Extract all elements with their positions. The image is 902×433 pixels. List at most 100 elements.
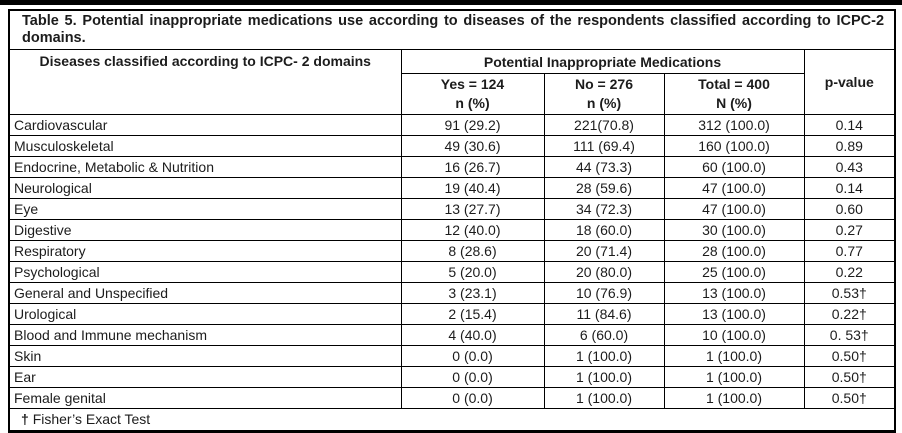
disease-cell: Psychological [8, 261, 402, 283]
table-row: Eye 13 (27.7) 34 (72.3) 47 (100.0) 0.60 [8, 198, 896, 220]
pvalue-cell: 0.50† [803, 387, 896, 409]
column-header-total: Total = 400 N (%) [663, 73, 805, 115]
yes-cell: 5 (20.0) [400, 261, 545, 283]
no-cell: 221(70.8) [543, 114, 665, 136]
table-body: Table 5. Potential inappropriate medicat… [8, 9, 896, 409]
top-divider-bar [0, 0, 902, 5]
no-cell: 1 (100.0) [543, 345, 665, 367]
table-row: Endocrine, Metabolic & Nutrition 16 (26.… [8, 156, 896, 178]
table-row: Skin 0 (0.0) 1 (100.0) 1 (100.0) 0.50† [8, 345, 896, 367]
yes-cell: 16 (26.7) [400, 156, 545, 178]
column-header-diseases: Diseases classified according to ICPC- 2… [8, 49, 402, 115]
disease-cell: Cardiovascular [8, 114, 402, 136]
table-row: Ear 0 (0.0) 1 (100.0) 1 (100.0) 0.50† [8, 366, 896, 388]
disease-cell: Female genital [8, 387, 402, 409]
header-row-group: Diseases classified according to ICPC- 2… [8, 49, 896, 115]
total-cell: 10 (100.0) [663, 324, 805, 346]
column-header-no-count: No = 276 [575, 76, 633, 92]
no-cell: 111 (69.4) [543, 135, 665, 157]
table-row: Psychological 5 (20.0) 20 (80.0) 25 (100… [8, 261, 896, 283]
total-cell: 312 (100.0) [663, 114, 805, 136]
pvalue-cell: 0.14 [803, 177, 896, 199]
total-cell: 30 (100.0) [663, 219, 805, 241]
pvalue-cell: 0.22† [803, 303, 896, 325]
total-cell: 1 (100.0) [663, 366, 805, 388]
total-cell: 13 (100.0) [663, 303, 805, 325]
pvalue-cell: 0.50† [803, 366, 896, 388]
table-row: Female genital 0 (0.0) 1 (100.0) 1 (100.… [8, 387, 896, 409]
table-row: Urological 2 (15.4) 11 (84.6) 13 (100.0)… [8, 303, 896, 325]
no-cell: 1 (100.0) [543, 387, 665, 409]
disease-cell: Skin [8, 345, 402, 367]
footnote-text: Fisher’s Exact Test [32, 411, 151, 427]
table-row: Neurological 19 (40.4) 28 (59.6) 47 (100… [8, 177, 896, 199]
total-cell: 160 (100.0) [663, 135, 805, 157]
table-title-row: Table 5. Potential inappropriate medicat… [8, 9, 896, 50]
no-cell: 20 (80.0) [543, 261, 665, 283]
column-group-header-pim: Potential Inappropriate Medications [400, 49, 805, 74]
total-cell: 13 (100.0) [663, 282, 805, 304]
table-row: Digestive 12 (40.0) 18 (60.0) 30 (100.0)… [8, 219, 896, 241]
yes-cell: 4 (40.0) [400, 324, 545, 346]
column-header-no: No = 276 n (%) [543, 73, 665, 115]
table-row: General and Unspecified 3 (23.1) 10 (76.… [8, 282, 896, 304]
column-header-yes-count: Yes = 124 [440, 76, 505, 92]
total-cell: 1 (100.0) [663, 345, 805, 367]
no-cell: 20 (71.4) [543, 240, 665, 262]
table-row: Blood and Immune mechanism 4 (40.0) 6 (6… [8, 324, 896, 346]
pvalue-cell: 0. 53† [803, 324, 896, 346]
footnote-cell: † Fisher’s Exact Test [8, 408, 896, 432]
no-cell: 18 (60.0) [543, 219, 665, 241]
column-header-yes-unit: n (%) [455, 95, 490, 111]
yes-cell: 8 (28.6) [400, 240, 545, 262]
no-cell: 1 (100.0) [543, 366, 665, 388]
table-row: Musculoskeletal 49 (30.6) 111 (69.4) 160… [8, 135, 896, 157]
disease-cell: Urological [8, 303, 402, 325]
total-cell: 28 (100.0) [663, 240, 805, 262]
disease-cell: Digestive [8, 219, 402, 241]
yes-cell: 0 (0.0) [400, 345, 545, 367]
total-cell: 47 (100.0) [663, 198, 805, 220]
disease-cell: Eye [8, 198, 402, 220]
no-cell: 11 (84.6) [543, 303, 665, 325]
header-row-subcolumns: Yes = 124 n (%) No = 276 n (%) Total = 4… [9, 73, 895, 115]
pvalue-cell: 0.43 [803, 156, 896, 178]
yes-cell: 19 (40.4) [400, 177, 545, 199]
pvalue-cell: 0.60 [803, 198, 896, 220]
pvalue-cell: 0.77 [803, 240, 896, 262]
no-cell: 28 (59.6) [543, 177, 665, 199]
table-row: Respiratory 8 (28.6) 20 (71.4) 28 (100.0… [8, 240, 896, 262]
yes-cell: 2 (15.4) [400, 303, 545, 325]
pvalue-cell: 0.89 [803, 135, 896, 157]
yes-cell: 0 (0.0) [400, 387, 545, 409]
column-header-yes: Yes = 124 n (%) [400, 73, 545, 115]
dagger-symbol: † [21, 411, 29, 427]
no-cell: 6 (60.0) [543, 324, 665, 346]
yes-cell: 13 (27.7) [400, 198, 545, 220]
disease-cell: Blood and Immune mechanism [8, 324, 402, 346]
column-header-total-unit: N (%) [716, 95, 752, 111]
total-cell: 60 (100.0) [663, 156, 805, 178]
footnote-row: † Fisher’s Exact Test [8, 408, 896, 432]
disease-cell: General and Unspecified [8, 282, 402, 304]
disease-cell: Endocrine, Metabolic & Nutrition [8, 156, 402, 178]
yes-cell: 91 (29.2) [400, 114, 545, 136]
disease-cell: Neurological [8, 177, 402, 199]
total-cell: 25 (100.0) [663, 261, 805, 283]
table-row: Cardiovascular 91 (29.2) 221(70.8) 312 (… [8, 114, 896, 136]
pim-diseases-table: Table 5. Potential inappropriate medicat… [8, 9, 897, 433]
column-header-pvalue: p-value [803, 49, 896, 115]
yes-cell: 3 (23.1) [400, 282, 545, 304]
total-cell: 1 (100.0) [663, 387, 805, 409]
pvalue-cell: 0.50† [803, 345, 896, 367]
no-cell: 44 (73.3) [543, 156, 665, 178]
no-cell: 10 (76.9) [543, 282, 665, 304]
yes-cell: 0 (0.0) [400, 366, 545, 388]
disease-cell: Ear [8, 366, 402, 388]
pvalue-cell: 0.22 [803, 261, 896, 283]
yes-cell: 49 (30.6) [400, 135, 545, 157]
table-title: Table 5. Potential inappropriate medicat… [8, 9, 896, 50]
disease-cell: Respiratory [8, 240, 402, 262]
pvalue-cell: 0.27 [803, 219, 896, 241]
column-header-total-count: Total = 400 [698, 76, 770, 92]
